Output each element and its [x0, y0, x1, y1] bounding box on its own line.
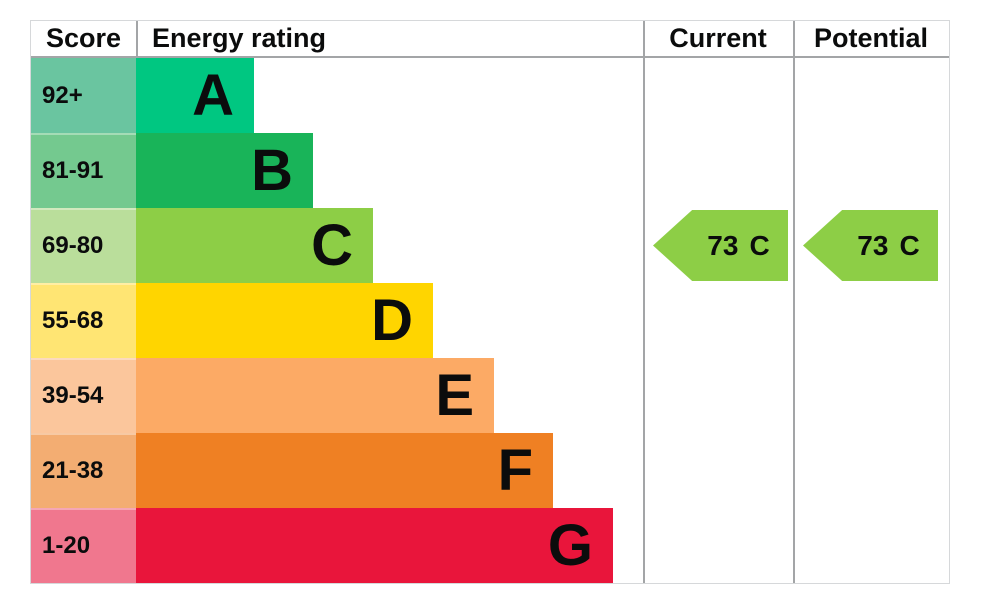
band-bar-g: G	[136, 508, 613, 583]
band-letter-a: A	[192, 62, 234, 128]
potential-rating-letter: C	[899, 229, 920, 261]
band-letter-e: E	[435, 362, 474, 428]
band-letter-d: D	[371, 287, 413, 353]
current-rating-arrow: 73 C	[653, 210, 788, 281]
band-row-a: 92+ A	[31, 58, 643, 133]
score-range-f: 21-38	[31, 433, 136, 508]
band-row-b: 81-91 B	[31, 133, 643, 208]
band-bar-f: F	[136, 433, 553, 508]
current-rating-column: 73 C	[643, 21, 793, 583]
score-range-e: 39-54	[31, 358, 136, 433]
band-bar-e: E	[136, 358, 494, 433]
potential-rating-arrow: 73 C	[803, 210, 938, 281]
score-range-d: 55-68	[31, 283, 136, 358]
energy-rating-column-header: Energy rating	[136, 21, 643, 56]
band-letter-b: B	[251, 137, 293, 203]
score-range-c: 69-80	[31, 208, 136, 283]
band-row-g: 1-20 G	[31, 508, 643, 583]
score-range-b: 81-91	[31, 133, 136, 208]
band-letter-c: C	[311, 212, 353, 278]
band-bar-a: A	[136, 58, 254, 133]
score-range-a: 92+	[31, 58, 136, 133]
epc-rating-chart: Score Energy rating Current Potential 92…	[30, 20, 950, 584]
current-score-value: 73	[707, 229, 739, 261]
band-letter-f: F	[497, 437, 533, 503]
band-bar-c: C	[136, 208, 373, 283]
band-letter-g: G	[547, 512, 593, 578]
band-row-d: 55-68 D	[31, 283, 643, 358]
potential-rating-column: 73 C	[793, 21, 949, 583]
score-column-header: Score	[45, 23, 122, 53]
band-row-c: 69-80 C	[31, 208, 643, 283]
band-bar-d: D	[136, 283, 433, 358]
potential-score-value: 73	[857, 229, 889, 261]
potential-column-header: Potential	[813, 23, 928, 53]
current-rating-letter: C	[749, 229, 770, 261]
score-range-g: 1-20	[31, 508, 136, 583]
chart-header-row: Score Energy rating Current Potential	[31, 21, 949, 58]
current-column-header: Current	[669, 23, 767, 53]
band-row-e: 39-54 E	[31, 358, 643, 433]
band-bar-b: B	[136, 133, 313, 208]
band-row-f: 21-38 F	[31, 433, 643, 508]
